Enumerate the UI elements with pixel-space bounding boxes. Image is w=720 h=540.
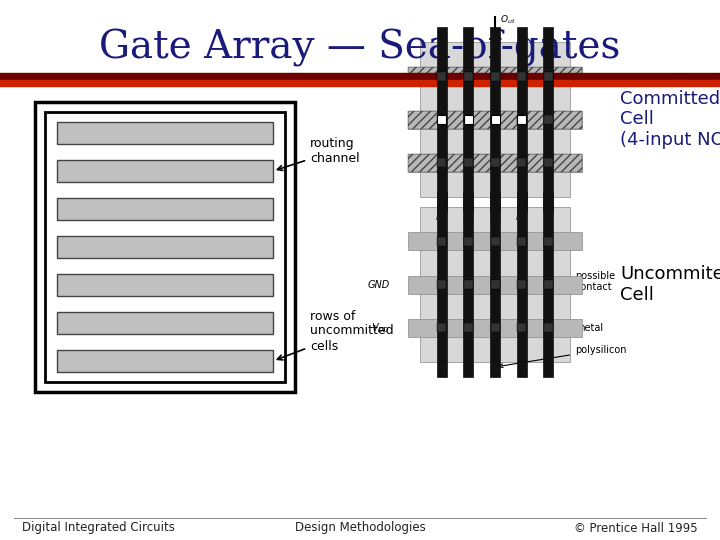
Bar [464,115,473,124]
Text: Uncommited
Cell: Uncommited Cell [620,265,720,304]
Text: © Prentice Hall 1995: © Prentice Hall 1995 [575,522,698,535]
Text: possible
contact: possible contact [575,271,615,292]
Bar [437,158,446,167]
Bar [57,236,273,258]
Bar [437,115,446,124]
Text: Gate Array — Sea-of-gates: Gate Array — Sea-of-gates [99,29,621,67]
Bar [490,115,500,124]
Bar [544,323,553,332]
Text: $I_{n3}$: $I_{n3}$ [488,210,502,224]
Bar [464,237,473,246]
Bar [408,232,582,250]
Bar [490,115,500,124]
Bar [544,280,553,289]
Bar [544,27,554,212]
Bar [436,27,446,212]
Bar [544,72,553,81]
Bar [408,154,582,172]
Bar [57,122,273,144]
Bar [35,102,295,392]
Bar [420,42,570,197]
Bar [436,192,446,377]
Text: $V_{DD}$: $V_{DD}$ [372,321,390,335]
Bar [517,72,526,81]
Bar [437,280,446,289]
Text: Digital Integrated Circuits: Digital Integrated Circuits [22,522,175,535]
Bar [490,237,500,246]
Bar [437,323,446,332]
Text: $I_{n2}$: $I_{n2}$ [462,210,474,224]
Bar [437,115,446,124]
Text: Committed
Cell
(4-input NOR): Committed Cell (4-input NOR) [620,90,720,149]
Bar [464,72,473,81]
Bar [544,237,553,246]
Bar [517,192,526,377]
Bar [544,158,553,167]
Bar [490,280,500,289]
Bar [0,80,720,86]
Text: metal: metal [575,323,603,333]
Text: routing
channel: routing channel [277,137,359,171]
Text: $I_{n1}$: $I_{n1}$ [436,210,448,224]
Bar [490,192,500,377]
Bar [464,115,473,124]
Bar [408,111,582,129]
Bar [57,160,273,182]
Bar [408,275,582,294]
Bar [437,72,446,81]
Bar [544,115,553,124]
Bar [517,158,526,167]
Bar [464,27,473,212]
Bar [408,111,582,129]
Bar [408,68,582,85]
Bar [464,323,473,332]
Bar [544,192,554,377]
Text: Design Methodologies: Design Methodologies [294,522,426,535]
Bar [517,27,526,212]
Text: GND: GND [368,280,390,289]
Text: $O_{ut}$: $O_{ut}$ [500,14,516,26]
Text: polysilicon: polysilicon [499,345,626,368]
Bar [437,237,446,246]
Bar [490,72,500,81]
Bar [0,73,720,80]
Bar [408,68,582,85]
Bar [408,319,582,337]
Bar [57,274,273,296]
Text: $I_{n4}$: $I_{n4}$ [515,210,528,224]
Bar [517,115,526,124]
Text: rows of
uncommitted
cells: rows of uncommitted cells [277,309,394,360]
Bar [420,207,570,362]
Bar [45,112,285,382]
Bar [464,158,473,167]
Bar [464,192,473,377]
Bar [517,115,526,124]
Bar [517,280,526,289]
Bar [57,312,273,334]
Bar [517,237,526,246]
Bar [408,154,582,172]
Bar [57,198,273,220]
Bar [57,350,273,372]
Bar [490,27,500,212]
Bar [464,280,473,289]
Bar [517,323,526,332]
Bar [490,158,500,167]
Bar [490,323,500,332]
